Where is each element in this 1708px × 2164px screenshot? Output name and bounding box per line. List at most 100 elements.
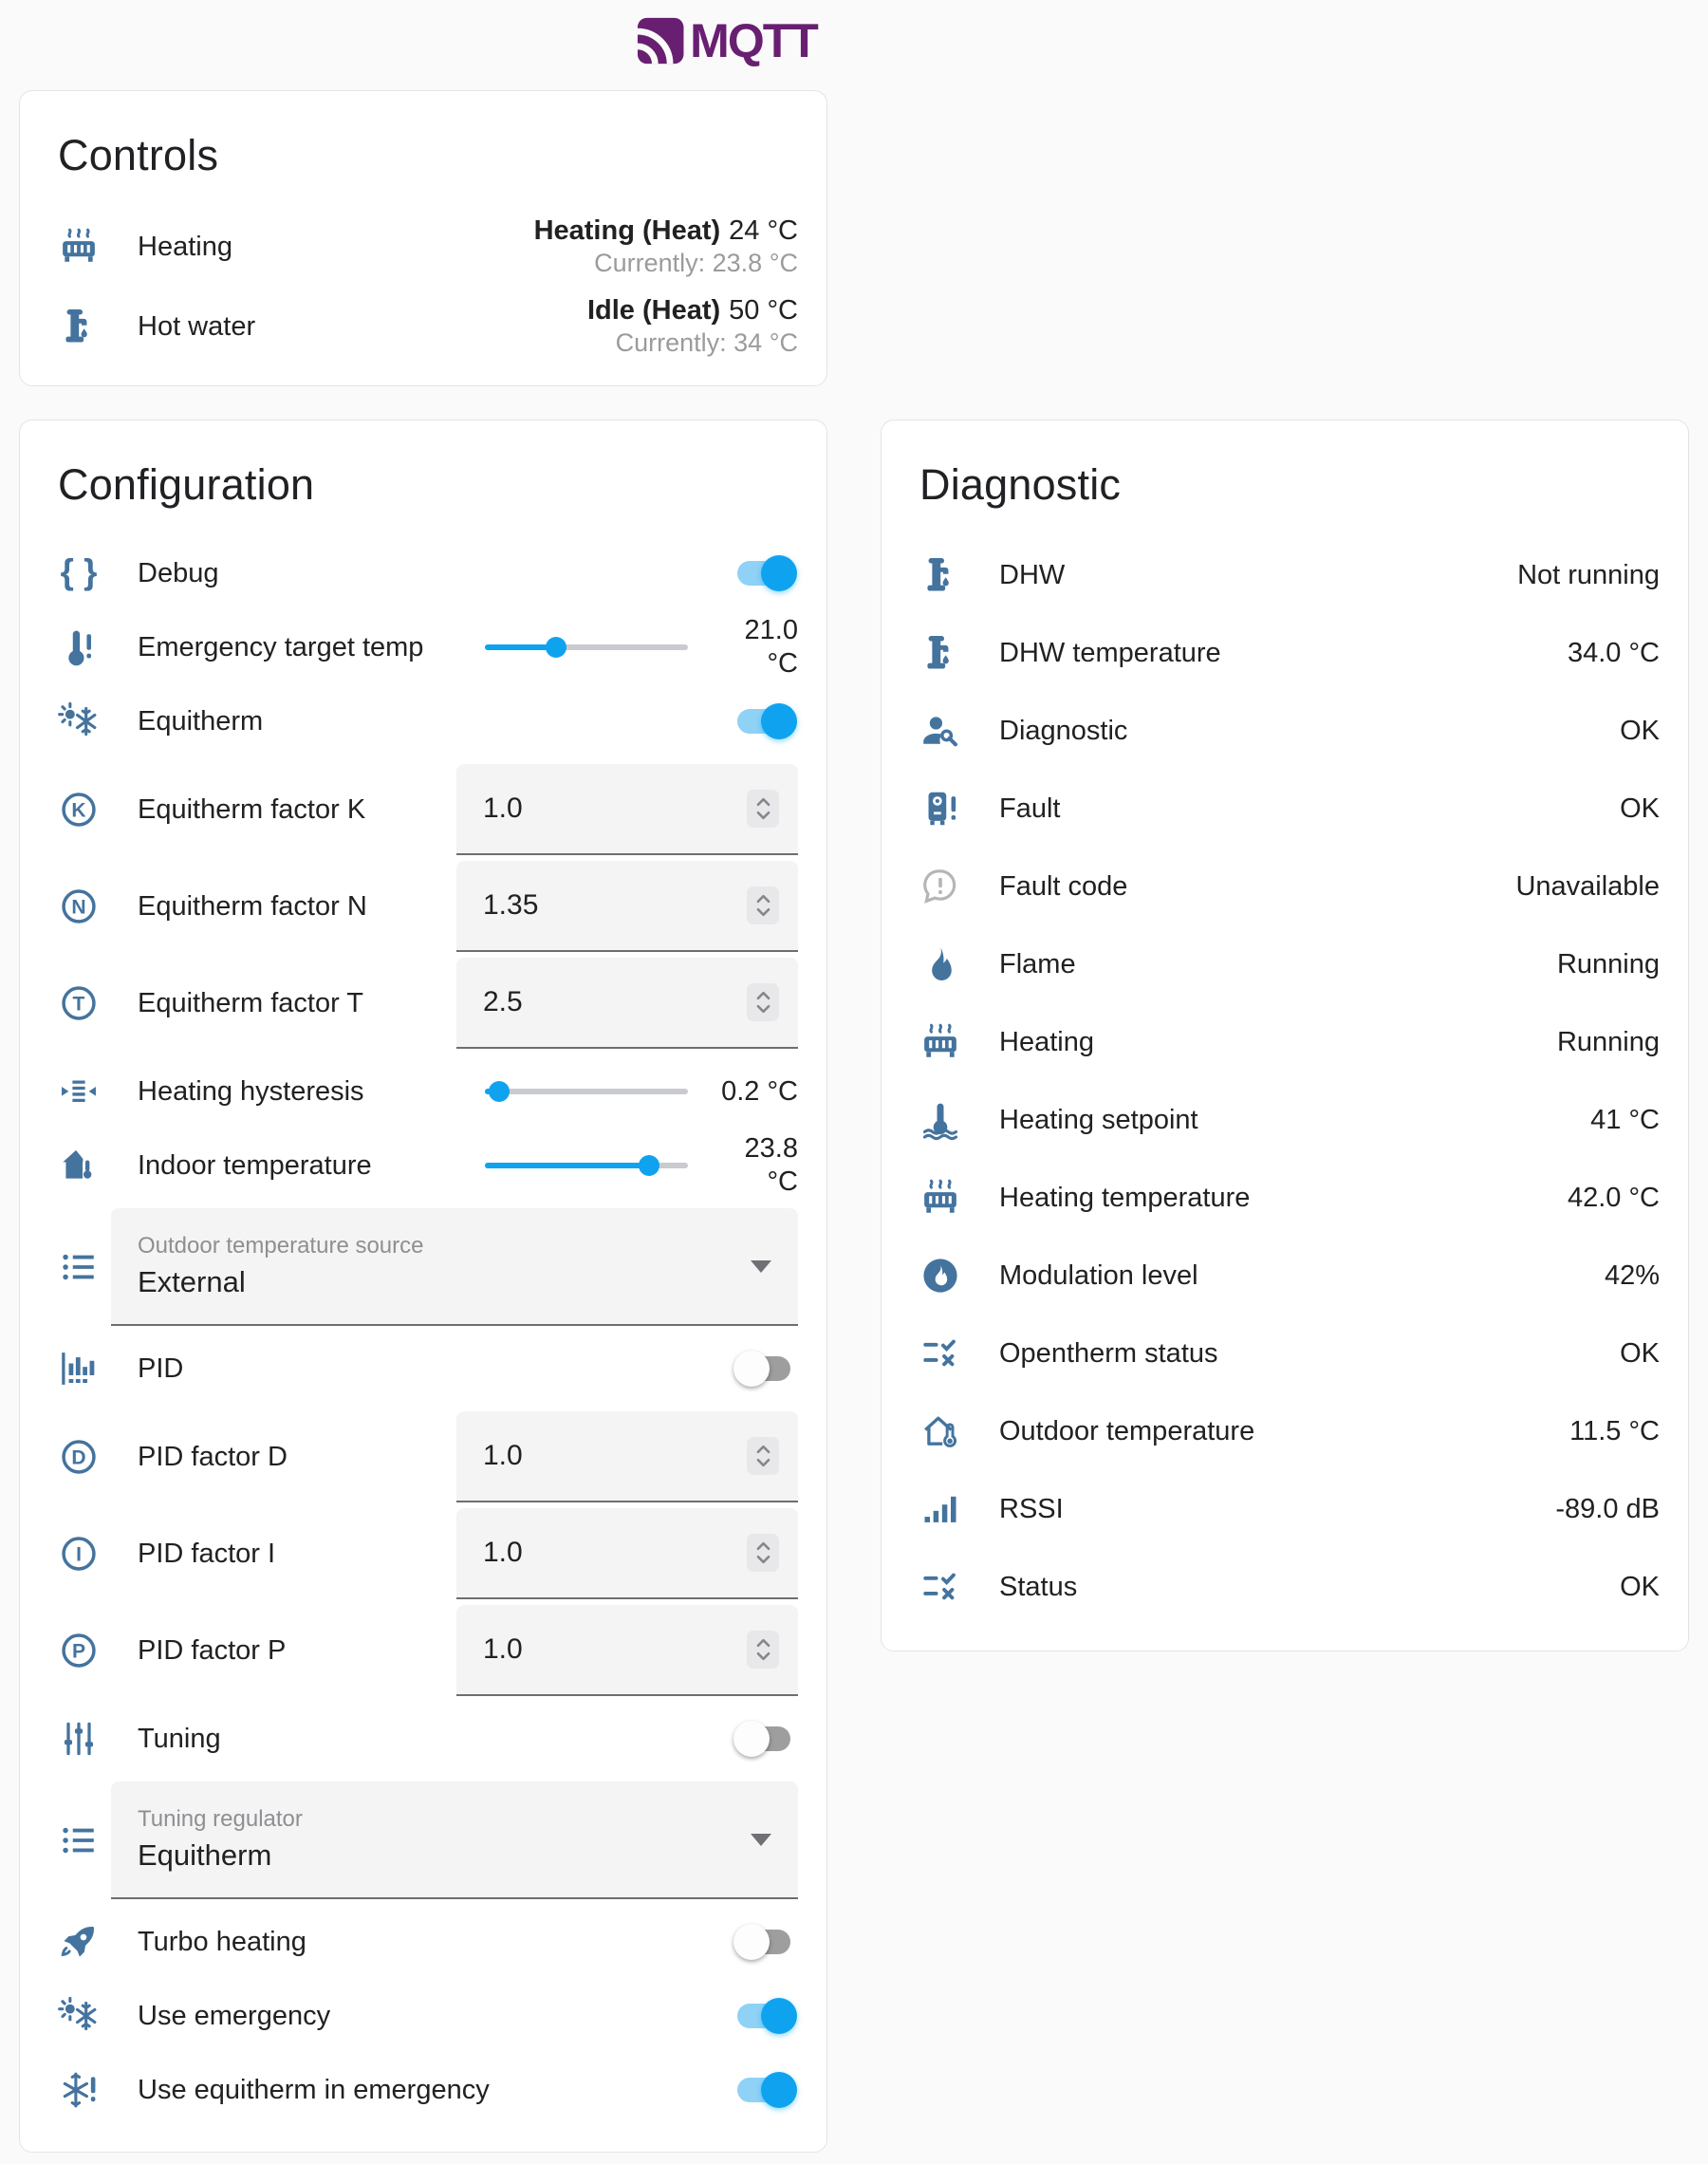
home-thermometer-icon <box>58 1145 100 1186</box>
config-row-equitherm-factor-t: Equitherm factor T 2.5 <box>58 958 798 1049</box>
slider-knob[interactable] <box>639 1155 660 1176</box>
equitherm-factor-t-input[interactable]: 2.5 <box>456 958 798 1049</box>
equitherm-toggle[interactable] <box>737 703 797 739</box>
mqtt-logo-icon <box>635 15 686 66</box>
stepper-buttons[interactable] <box>747 886 779 924</box>
select-value: External <box>138 1265 246 1298</box>
equitherm-factor-k-input[interactable]: 1.0 <box>456 764 798 855</box>
debug-toggle[interactable] <box>737 555 797 591</box>
diagnostic-row-status: Status OK <box>919 1548 1660 1626</box>
signal-icon <box>919 1488 961 1530</box>
outdoor-temperature-source-select[interactable]: Outdoor temperature source External <box>111 1208 798 1326</box>
slider-value: 21.0 °C <box>744 615 798 679</box>
diagnostic-row-outdoor-temperature: Outdoor temperature 11.5 °C <box>919 1392 1660 1470</box>
config-row-equitherm-factor-n: Equitherm factor N 1.35 <box>58 861 798 952</box>
config-row-use-emergency: Use emergency <box>58 1979 798 2053</box>
config-row-debug: Debug <box>58 536 798 610</box>
pid-factor-d-input[interactable]: 1.0 <box>456 1411 798 1502</box>
diagnostic-label: Fault code <box>999 870 1128 902</box>
diagnostic-label: Heating temperature <box>999 1182 1251 1213</box>
config-row-label: Debug <box>138 557 219 588</box>
config-row-label: Use emergency <box>138 2000 331 2031</box>
page-header: MQTT <box>0 0 1708 90</box>
slider-knob[interactable] <box>545 637 566 658</box>
home-thermometer-outline-icon <box>919 1410 961 1452</box>
config-row-pid-factor-p: PID factor P 1.0 <box>58 1605 798 1696</box>
diagnostic-value: -89.0 dB <box>1555 1493 1660 1524</box>
stepper-buttons[interactable] <box>747 1534 779 1572</box>
sun-snowflake-icon <box>58 1995 100 2037</box>
tune-vertical-icon <box>58 1718 100 1760</box>
stepper-buttons[interactable] <box>747 983 779 1021</box>
account-wrench-icon <box>919 710 961 752</box>
config-row-use-equitherm-in-emergency: Use equitherm in emergency <box>58 2053 798 2127</box>
pid-factor-i-input[interactable]: 1.0 <box>456 1508 798 1599</box>
climate-state-hot-water[interactable]: Idle (Heat) 50 °C Currently: 34 °C <box>587 293 798 360</box>
config-row-turbo-heating: Turbo heating <box>58 1905 798 1979</box>
indoor-temperature-slider[interactable] <box>485 1155 688 1176</box>
alpha-i-circle-icon <box>58 1533 100 1575</box>
config-row-label: PID <box>138 1352 184 1384</box>
diagnostic-value: OK <box>1620 1337 1660 1369</box>
thermometer-water-icon <box>919 1099 961 1141</box>
slider-knob[interactable] <box>488 1081 510 1102</box>
control-row-label: Hot water <box>138 310 256 342</box>
number-value: 1.0 <box>483 1633 523 1665</box>
diagnostic-label: Modulation level <box>999 1259 1198 1291</box>
diagnostic-row-fault-code: Fault code Unavailable <box>919 848 1660 925</box>
slider-value: 0.2 °C <box>721 1075 798 1107</box>
diagnostic-row-fault: Fault OK <box>919 770 1660 848</box>
config-row-label: Tuning <box>138 1723 221 1754</box>
mqtt-logo: MQTT <box>635 13 819 68</box>
list-bulleted-icon <box>58 1819 100 1861</box>
list-bulleted-icon <box>58 1246 100 1288</box>
tuning-regulator-select[interactable]: Tuning regulator Equitherm <box>111 1782 798 1899</box>
climate-state-current: Currently: 34 °C <box>615 328 798 358</box>
select-label: Outdoor temperature source <box>138 1233 424 1259</box>
config-row-label: Indoor temperature <box>138 1149 372 1181</box>
diagnostic-row-heating-temperature: Heating temperature 42.0 °C <box>919 1159 1660 1237</box>
stepper-buttons[interactable] <box>747 1631 779 1669</box>
pid-factor-p-input[interactable]: 1.0 <box>456 1605 798 1696</box>
climate-state-heating[interactable]: Heating (Heat) 24 °C Currently: 23.8 °C <box>534 214 798 280</box>
stepper-buttons[interactable] <box>747 1437 779 1475</box>
stepper-buttons[interactable] <box>747 790 779 828</box>
use-emergency-toggle[interactable] <box>737 1998 797 2034</box>
diagnostic-value: Not running <box>1517 559 1660 590</box>
heating-hysteresis-slider[interactable] <box>485 1081 688 1102</box>
diagnostic-label: Flame <box>999 948 1076 979</box>
climate-state-main: Idle (Heat) 50 °C <box>586 295 798 326</box>
diagnostic-row-dhw: DHW Not running <box>919 536 1660 614</box>
config-row-indoor-temperature: Indoor temperature 23.8 °C <box>58 1129 798 1203</box>
diagnostic-row-opentherm-status: Opentherm status OK <box>919 1315 1660 1392</box>
diagnostic-label: Heating setpoint <box>999 1104 1198 1135</box>
config-row-label: Equitherm factor N <box>138 890 367 922</box>
control-row-heating: Heating Heating (Heat) 24 °C Currently: 2… <box>58 207 798 287</box>
pid-toggle[interactable] <box>733 1351 790 1387</box>
number-value: 1.35 <box>483 889 539 921</box>
fire-icon <box>919 943 961 985</box>
emergency-target-temp-slider[interactable] <box>485 637 688 658</box>
water-boiler-alert-icon <box>919 788 961 830</box>
water-pump-icon <box>58 306 100 347</box>
diagnostic-label: Heating <box>999 1026 1094 1057</box>
diagnostic-label: Fault <box>999 793 1061 824</box>
alpha-t-circle-icon <box>58 982 100 1024</box>
diagnostic-row-modulation-level: Modulation level 42% <box>919 1237 1660 1315</box>
diagnostic-row-heating: Heating Running <box>919 1003 1660 1081</box>
config-row-label: PID factor I <box>138 1538 276 1569</box>
tuning-toggle[interactable] <box>733 1721 790 1757</box>
use-equitherm-in-emergency-toggle[interactable] <box>737 2072 797 2108</box>
config-row-heating-hysteresis: Heating hysteresis 0.2 °C <box>58 1054 798 1129</box>
diagnostic-row-dhw-temperature: DHW temperature 34.0 °C <box>919 614 1660 692</box>
climate-state-current: Currently: 23.8 °C <box>594 249 798 278</box>
config-row-tuning: Tuning <box>58 1702 798 1776</box>
turbo-heating-toggle[interactable] <box>733 1924 790 1960</box>
diagnostic-label: DHW <box>999 559 1066 590</box>
diagnostic-value: OK <box>1620 793 1660 824</box>
controls-card-title: Controls <box>58 131 219 179</box>
equitherm-factor-n-input[interactable]: 1.35 <box>456 861 798 952</box>
diagnostic-label: Diagnostic <box>999 715 1128 746</box>
list-status-icon <box>919 1333 961 1374</box>
fire-circle-icon <box>919 1255 961 1297</box>
